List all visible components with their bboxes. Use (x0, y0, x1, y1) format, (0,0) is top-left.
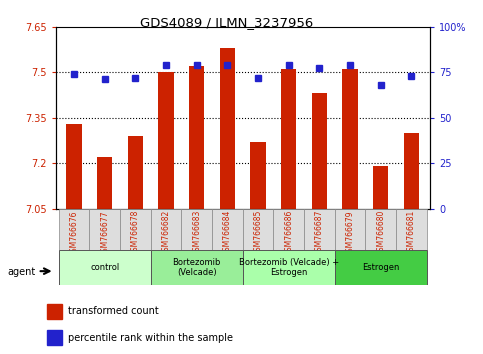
Text: GSM766682: GSM766682 (161, 210, 170, 256)
Bar (158, 72, 174, 209)
Text: Bortezomib (Velcade) +
Estrogen: Bortezomib (Velcade) + Estrogen (239, 258, 339, 277)
Text: Estrogen: Estrogen (362, 263, 399, 272)
Text: GSM766679: GSM766679 (346, 210, 355, 257)
Text: GDS4089 / ILMN_3237956: GDS4089 / ILMN_3237956 (141, 16, 313, 29)
Bar (396, 209, 427, 250)
Text: transformed count: transformed count (69, 306, 159, 316)
Bar (181, 209, 212, 250)
Bar (273, 209, 304, 250)
Bar (58, 250, 151, 285)
Text: control: control (90, 263, 119, 272)
Bar (89, 209, 120, 250)
Bar (304, 209, 335, 250)
Bar (250, 142, 266, 209)
Text: percentile rank within the sample: percentile rank within the sample (69, 333, 233, 343)
Text: GSM766677: GSM766677 (100, 210, 109, 257)
Text: GSM766685: GSM766685 (254, 210, 263, 256)
Text: GSM766681: GSM766681 (407, 210, 416, 256)
Bar (281, 69, 297, 209)
Bar (212, 209, 243, 250)
Text: GSM766687: GSM766687 (315, 210, 324, 256)
Bar (58, 209, 89, 250)
Text: GSM766683: GSM766683 (192, 210, 201, 256)
Text: GSM766680: GSM766680 (376, 210, 385, 256)
Bar (120, 209, 151, 250)
Bar (189, 66, 204, 209)
Bar (66, 124, 82, 209)
Bar (243, 250, 335, 285)
Bar (151, 250, 243, 285)
Bar (47, 304, 62, 319)
Bar (366, 209, 396, 250)
Text: GSM766678: GSM766678 (131, 210, 140, 256)
Bar (373, 166, 388, 209)
Bar (312, 93, 327, 209)
Bar (335, 209, 366, 250)
Text: GSM766686: GSM766686 (284, 210, 293, 256)
Bar (97, 157, 113, 209)
Bar (342, 69, 358, 209)
Bar (151, 209, 181, 250)
Bar (220, 48, 235, 209)
Text: GSM766684: GSM766684 (223, 210, 232, 256)
Bar (335, 250, 427, 285)
Text: Bortezomib
(Velcade): Bortezomib (Velcade) (172, 258, 221, 277)
Text: GSM766676: GSM766676 (70, 210, 78, 257)
Bar (128, 136, 143, 209)
Bar (47, 330, 62, 345)
Bar (243, 209, 273, 250)
Text: agent: agent (7, 267, 35, 276)
Bar (404, 133, 419, 209)
